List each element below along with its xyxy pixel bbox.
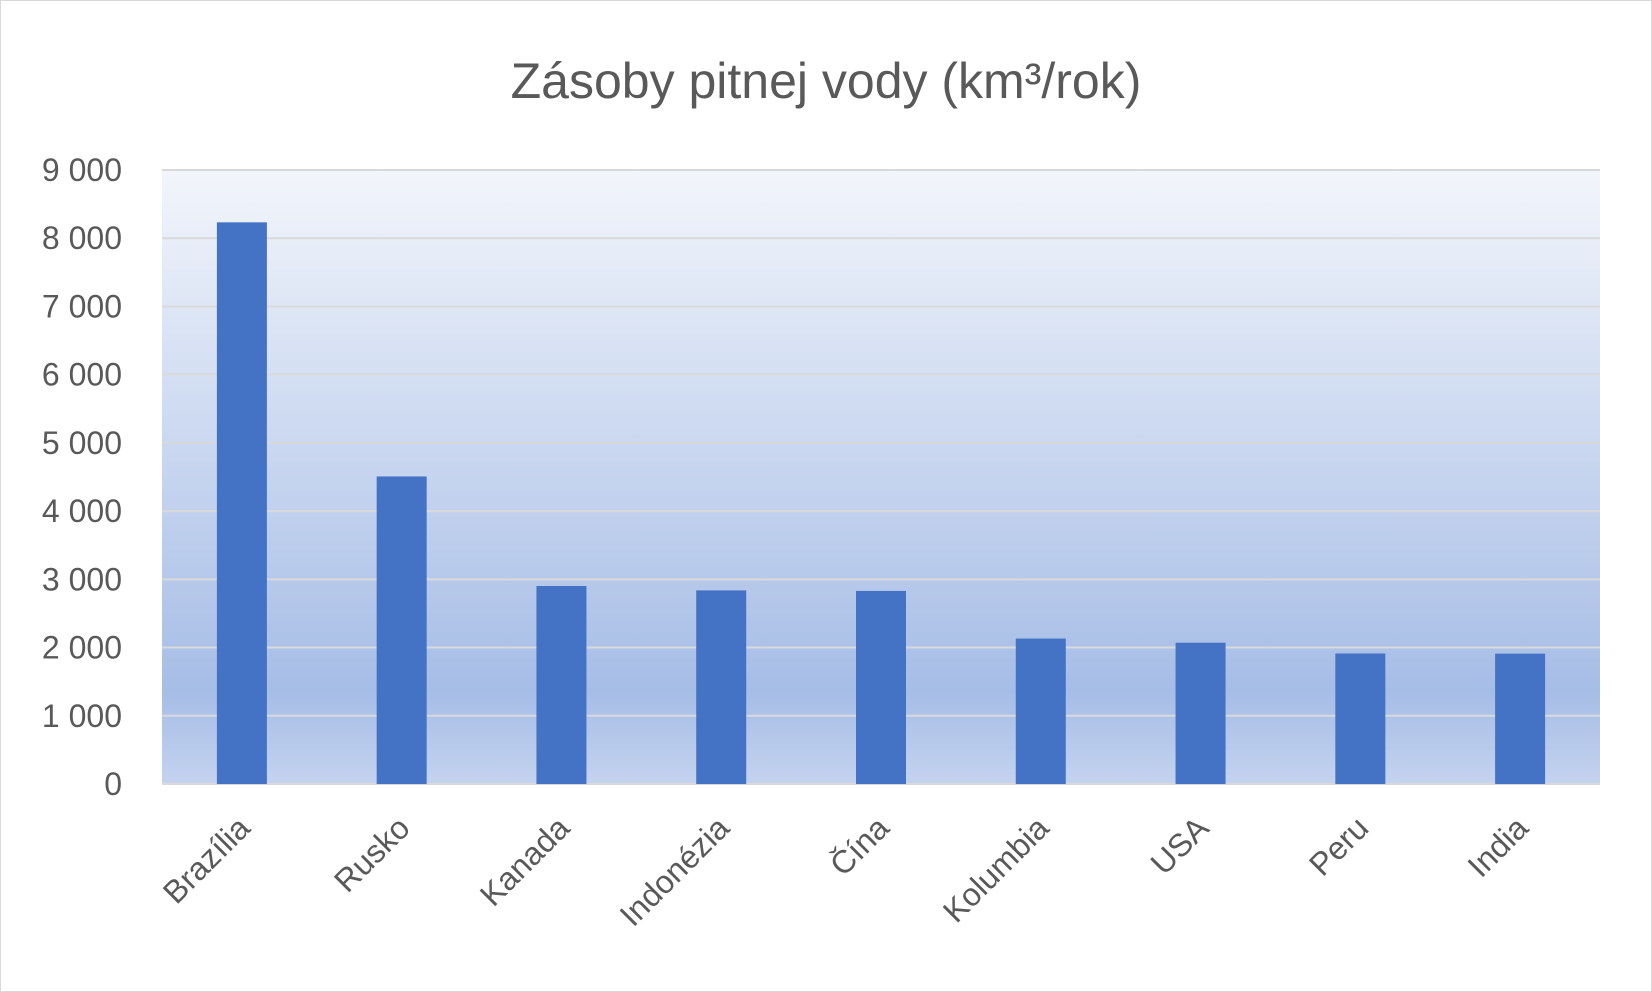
x-tick-label: Kolumbia (936, 809, 1056, 929)
x-tick-label: Kanada (473, 809, 577, 913)
y-tick-label: 8 000 (42, 220, 122, 256)
y-tick-label: 2 000 (42, 630, 122, 666)
x-tick-label: Čína (823, 809, 896, 882)
y-tick-label: 1 000 (42, 698, 122, 734)
x-tick-label: Rusko (327, 809, 417, 899)
x-tick-label: Peru (1302, 809, 1375, 882)
chart-title: Zásoby pitnej vody (km³/rok) (511, 53, 1142, 109)
x-axis-ticks: Brazília Rusko Kanada Indonézia Čína Kolumbia… (156, 809, 1535, 933)
bar-1 (376, 476, 427, 784)
y-tick-label: 7 000 (42, 288, 122, 324)
x-tick-label: India (1461, 809, 1536, 884)
bar-6 (1175, 642, 1226, 784)
x-tick-label: Indonézia (613, 809, 737, 933)
y-tick-label: 0 (104, 766, 122, 802)
y-tick-label: 5 000 (42, 425, 122, 461)
bar-8 (1495, 653, 1546, 784)
x-tick-label: USA (1144, 809, 1216, 881)
y-axis-ticks: 0 1 000 2 000 3 000 4 000 5 000 6 000 7 000 8 00… (42, 152, 122, 802)
y-tick-label: 4 000 (42, 493, 122, 529)
bar-7 (1335, 653, 1386, 784)
bar-3 (696, 590, 747, 784)
bar-5 (1015, 638, 1066, 784)
bars (216, 222, 1546, 785)
y-tick-label: 9 000 (42, 152, 122, 188)
bar-2 (536, 586, 587, 784)
bar-4 (856, 590, 906, 784)
x-tick-label: Brazília (156, 809, 257, 910)
y-tick-label: 3 000 (42, 561, 122, 597)
y-tick-label: 6 000 (42, 357, 122, 393)
bar-0 (216, 222, 267, 785)
